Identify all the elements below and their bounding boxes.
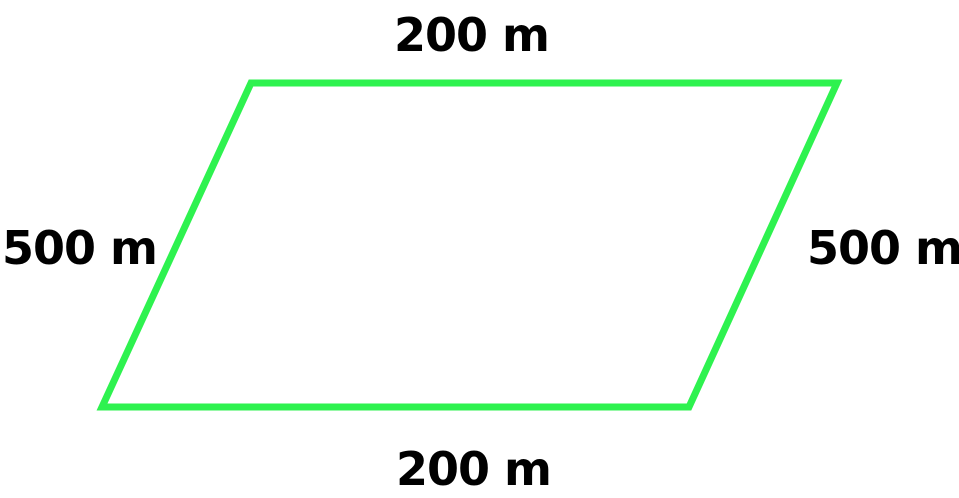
bottom-side-length-label: 200 m — [396, 442, 552, 496]
parallelogram-outline — [96, 79, 843, 411]
left-side-length-label: 500 m — [2, 221, 158, 275]
top-side-length-label: 200 m — [394, 8, 550, 62]
right-side-length-label: 500 m — [807, 221, 959, 275]
